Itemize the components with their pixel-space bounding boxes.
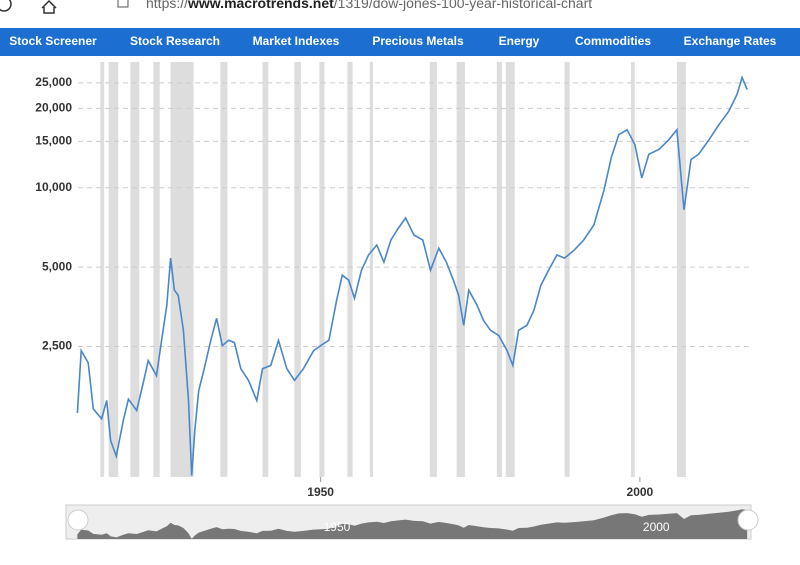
home-button[interactable] <box>41 0 57 14</box>
navigator-label: 2000 <box>643 520 670 534</box>
recession-band <box>153 62 160 477</box>
url-path: /1319/dow-jones-100-year-historical-char… <box>334 0 592 11</box>
price-line <box>76 75 748 476</box>
refresh-button[interactable] <box>0 0 12 12</box>
navigator-handle[interactable] <box>67 509 89 531</box>
recession-band <box>100 62 105 477</box>
y-tick-label: 5,000 <box>42 259 72 273</box>
navigator-label: 1950 <box>324 520 351 534</box>
x-tick-label: 2000 <box>627 485 654 499</box>
x-tick-label: 1950 <box>307 485 334 499</box>
url-scheme: https:// <box>146 0 188 11</box>
navigator-area <box>77 509 748 539</box>
recession-band <box>220 62 228 477</box>
recession-band <box>676 62 686 477</box>
recession-band <box>429 62 437 477</box>
y-tick-label: 20,000 <box>35 101 72 115</box>
address-bar[interactable]: https://www.macrotrends.net/1319/dow-jon… <box>146 0 592 11</box>
recession-band <box>170 62 194 477</box>
recession-band <box>564 62 570 477</box>
url-host: www.macrotrends.net <box>187 0 334 11</box>
recession-band <box>262 62 269 477</box>
y-tick-label: 15,000 <box>35 134 72 148</box>
recession-band <box>294 62 301 477</box>
recession-band <box>496 62 502 477</box>
browser-bar <box>0 0 800 24</box>
nav-link[interactable]: Precious Metals <box>372 34 464 48</box>
y-tick-label: 2,500 <box>42 339 72 353</box>
nav-link[interactable]: Stock Research <box>130 34 220 48</box>
navigator-handle[interactable] <box>737 509 759 531</box>
nav-link[interactable]: Commodities <box>575 34 651 48</box>
nav-link[interactable]: Exchange Rates <box>684 34 777 48</box>
page-icon <box>117 0 129 8</box>
y-tick-label: 25,000 <box>35 75 72 89</box>
recession-band <box>630 62 635 477</box>
nav-bar <box>0 28 800 56</box>
y-tick-label: 10,000 <box>35 180 72 194</box>
recession-band <box>108 62 119 477</box>
recession-band <box>319 62 325 477</box>
nav-link[interactable]: Stock Screener <box>9 34 97 48</box>
nav-link[interactable]: Energy <box>499 34 540 48</box>
nav-link[interactable]: Market Indexes <box>253 34 340 48</box>
recession-band <box>369 62 373 477</box>
recession-band <box>347 62 353 477</box>
recession-band <box>130 62 140 477</box>
recession-band <box>505 62 515 477</box>
recession-band <box>456 62 465 477</box>
